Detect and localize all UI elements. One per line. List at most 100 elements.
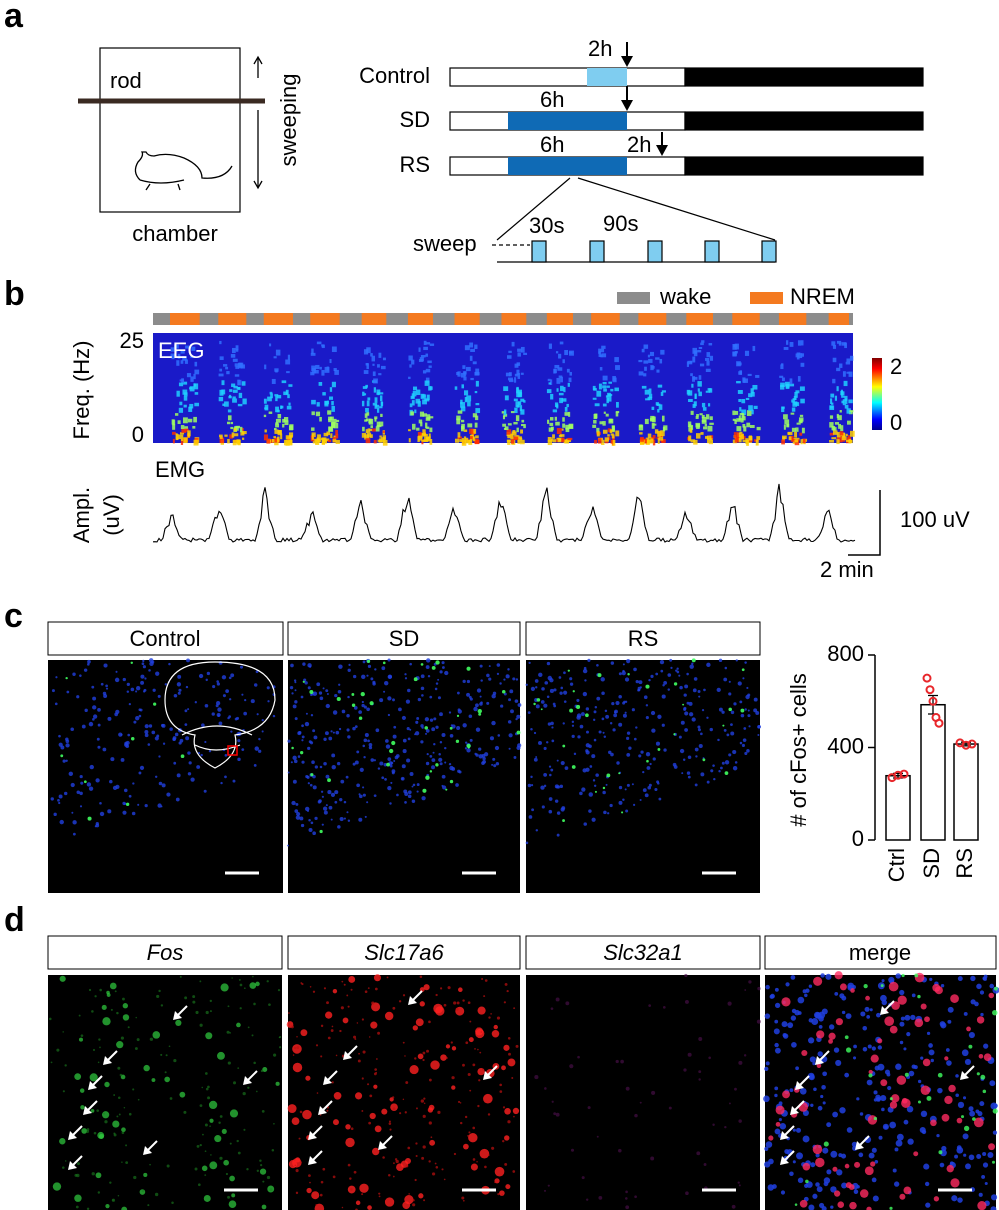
cell bbox=[373, 759, 377, 762]
cell bbox=[642, 770, 645, 774]
cell bbox=[401, 777, 404, 780]
cell bbox=[923, 1163, 930, 1170]
cell bbox=[59, 819, 64, 825]
cell bbox=[390, 1103, 398, 1111]
cell bbox=[367, 987, 370, 989]
spectral-power bbox=[736, 418, 741, 422]
cell bbox=[686, 701, 690, 705]
spectral-power bbox=[378, 373, 382, 376]
spectral-power bbox=[170, 353, 176, 357]
cell bbox=[311, 1191, 320, 1200]
spectral-power bbox=[832, 430, 838, 435]
cell bbox=[553, 688, 557, 692]
cell bbox=[726, 733, 730, 737]
cell bbox=[812, 1062, 816, 1066]
spectral-power bbox=[428, 365, 432, 368]
cell bbox=[347, 819, 351, 822]
cell bbox=[367, 664, 372, 668]
spectral-power bbox=[614, 357, 619, 363]
cell bbox=[540, 700, 545, 704]
cell bbox=[224, 775, 227, 779]
cell bbox=[402, 1098, 405, 1101]
spectral-power bbox=[654, 429, 659, 434]
spectral-power bbox=[370, 434, 373, 438]
spectral-power bbox=[553, 368, 556, 374]
cell bbox=[913, 1151, 919, 1157]
cell bbox=[369, 1112, 376, 1120]
cell bbox=[700, 772, 705, 777]
cell bbox=[593, 710, 597, 714]
cell bbox=[194, 1167, 198, 1171]
cell bbox=[326, 692, 329, 695]
cell bbox=[151, 1078, 156, 1082]
cell bbox=[197, 751, 201, 755]
cell bbox=[266, 980, 269, 983]
cell bbox=[618, 672, 622, 676]
cell bbox=[907, 1138, 914, 1145]
cell bbox=[673, 733, 676, 736]
cell bbox=[987, 1152, 994, 1159]
cell bbox=[946, 1164, 954, 1173]
cell bbox=[249, 982, 257, 989]
spectral-power bbox=[696, 424, 700, 429]
spectral-power bbox=[605, 395, 609, 398]
spectral-power bbox=[845, 361, 851, 365]
nrem-segment bbox=[310, 313, 340, 325]
cell bbox=[107, 716, 112, 721]
cell bbox=[439, 987, 443, 990]
spectral-power bbox=[377, 439, 383, 443]
spectral-power bbox=[788, 436, 792, 441]
cell bbox=[312, 990, 316, 993]
cell bbox=[128, 794, 132, 798]
spectral-power bbox=[786, 423, 789, 427]
time-label: 2h bbox=[627, 132, 651, 157]
cell bbox=[374, 668, 377, 671]
spectral-power bbox=[470, 377, 474, 381]
cell bbox=[204, 1174, 207, 1176]
cell bbox=[618, 772, 621, 775]
spectral-power bbox=[655, 402, 659, 406]
spectral-power bbox=[227, 409, 232, 413]
cell bbox=[559, 784, 564, 789]
cell bbox=[474, 1048, 476, 1050]
cell bbox=[52, 1182, 62, 1191]
spectral-power bbox=[615, 365, 620, 370]
cell bbox=[279, 1035, 282, 1039]
spectral-power bbox=[467, 423, 473, 428]
spectral-power bbox=[426, 394, 430, 400]
cell bbox=[694, 783, 698, 787]
spectral-power bbox=[607, 434, 610, 437]
spectral-power bbox=[607, 395, 612, 402]
cell bbox=[148, 669, 151, 672]
spectral-power bbox=[514, 373, 518, 377]
spectral-power bbox=[521, 419, 525, 423]
spectral-power bbox=[848, 438, 852, 444]
cell bbox=[97, 723, 101, 727]
cell bbox=[866, 1014, 871, 1019]
cell bbox=[631, 708, 635, 712]
cell bbox=[335, 1054, 338, 1057]
spectral-power bbox=[756, 436, 761, 440]
cell bbox=[562, 744, 566, 748]
cell bbox=[417, 697, 422, 702]
cell bbox=[695, 755, 698, 758]
cell bbox=[295, 815, 301, 820]
cell bbox=[569, 1064, 574, 1069]
spectral-power bbox=[336, 419, 340, 423]
cell bbox=[63, 791, 68, 796]
cell bbox=[386, 762, 390, 767]
spectral-power bbox=[702, 407, 707, 411]
cell bbox=[420, 674, 425, 679]
spectral-power bbox=[599, 348, 605, 353]
cell bbox=[697, 725, 701, 729]
spectral-power bbox=[219, 340, 222, 345]
spectral-power bbox=[194, 369, 200, 375]
cell bbox=[536, 698, 541, 702]
cell bbox=[338, 727, 342, 731]
cell bbox=[121, 1161, 123, 1163]
spectral-power bbox=[379, 395, 383, 402]
cell bbox=[147, 743, 151, 746]
bar bbox=[885, 774, 911, 841]
cell bbox=[484, 752, 489, 757]
cell bbox=[384, 1011, 394, 1021]
